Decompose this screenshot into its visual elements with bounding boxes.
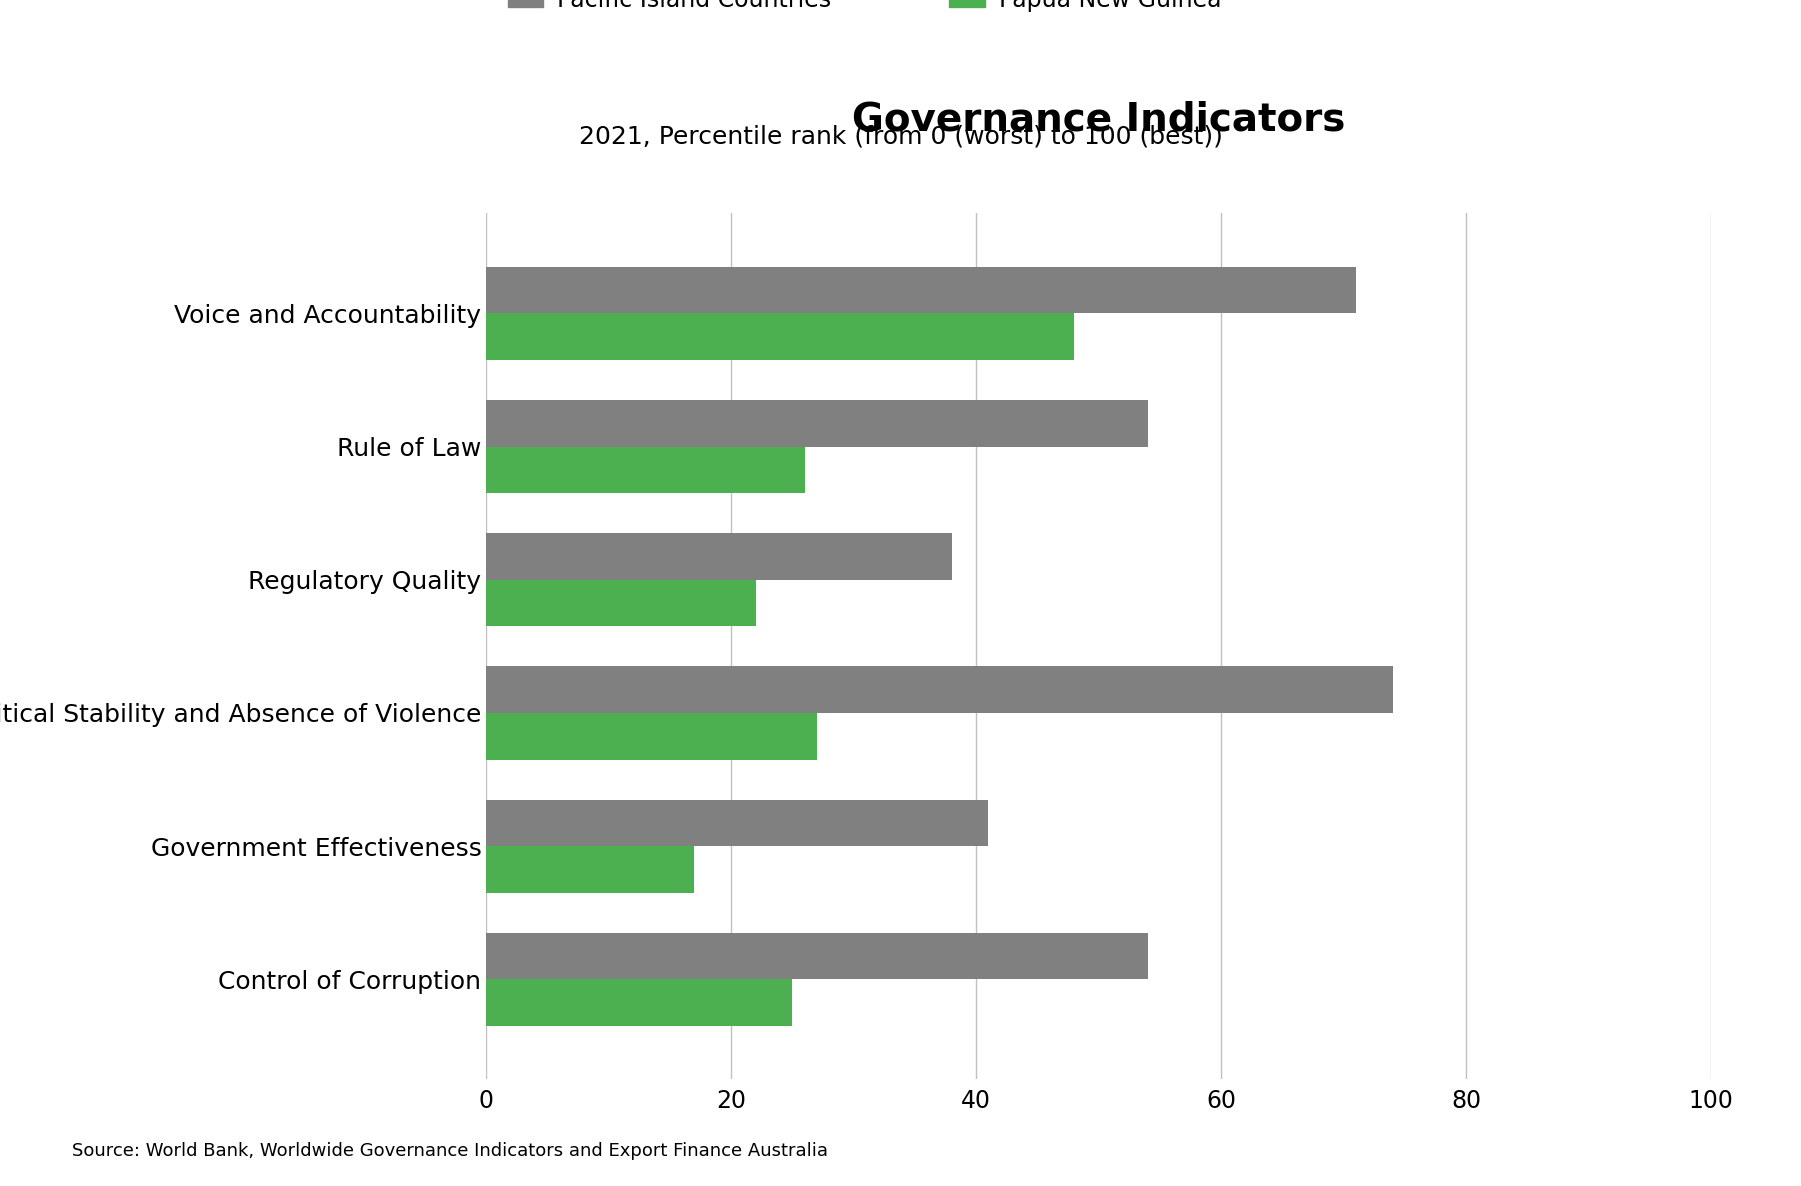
Bar	[486, 447, 805, 493]
Bar	[486, 534, 951, 580]
Text: Source: World Bank, Worldwide Governance Indicators and Export Finance Australia: Source: World Bank, Worldwide Governance…	[72, 1142, 828, 1160]
Bar	[486, 400, 1147, 447]
Bar	[486, 932, 1147, 980]
Bar	[486, 980, 792, 1026]
Bar	[486, 267, 1356, 313]
Legend: Pacific Island Countries, Papua New Guinea: Pacific Island Countries, Papua New Guin…	[499, 0, 1230, 21]
Title: Governance Indicators: Governance Indicators	[852, 100, 1345, 138]
Bar	[486, 799, 989, 846]
Bar	[486, 667, 1392, 713]
Bar	[486, 846, 695, 893]
Bar	[486, 580, 756, 626]
Text: 2021, Percentile rank (from 0 (worst) to 100 (best)): 2021, Percentile rank (from 0 (worst) to…	[578, 125, 1223, 148]
Bar	[486, 313, 1073, 361]
Bar	[486, 713, 818, 759]
